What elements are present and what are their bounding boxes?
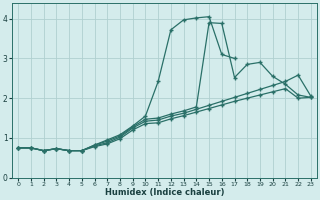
X-axis label: Humidex (Indice chaleur): Humidex (Indice chaleur) <box>105 188 224 197</box>
